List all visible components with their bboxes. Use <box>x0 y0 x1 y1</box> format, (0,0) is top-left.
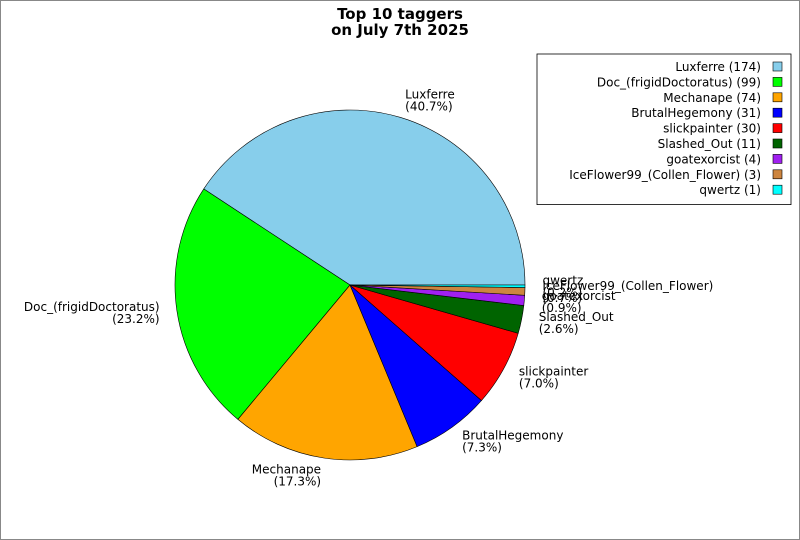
legend-swatch <box>772 77 783 87</box>
legend-label: slickpainter (30) <box>663 122 761 136</box>
legend-label: IceFlower99_(Collen_Flower) (3) <box>569 168 761 182</box>
slice-percent: (2.6%) <box>539 322 579 336</box>
slice-label: Doc_(frigidDoctoratus) <box>24 300 160 314</box>
legend-swatch <box>772 61 783 72</box>
slice-percent: (0.7%) <box>542 291 582 305</box>
chart-title: Top 10 taggers <box>337 5 463 23</box>
slice-percent: (0.2%) <box>542 285 582 299</box>
legend-label: Slashed_Out (11) <box>658 137 761 151</box>
slice-label: Luxferre <box>405 88 455 102</box>
legend-label: Doc_(frigidDoctoratus) (99) <box>597 75 761 89</box>
pie-slice <box>237 284 418 461</box>
pie-slice <box>349 284 526 288</box>
legend-swatch <box>772 138 783 149</box>
slice-label: slickpainter <box>519 364 588 378</box>
slice-label: Mechanape <box>252 462 321 476</box>
legend-box <box>536 53 792 206</box>
slice-label: goatexorcist <box>542 289 616 303</box>
legend-swatch <box>772 92 783 103</box>
pie-slice <box>174 188 351 420</box>
legend-label: BrutalHegemony (31) <box>631 106 761 120</box>
slice-percent: (0.9%) <box>542 301 582 315</box>
pie-slice <box>203 109 526 286</box>
legend-swatch <box>772 184 783 195</box>
slice-label: IceFlower99_(Collen_Flower) <box>542 279 713 293</box>
chart-title: on July 7th 2025 <box>331 21 469 39</box>
legend-label: qwertz (1) <box>699 183 761 197</box>
slice-label: Slashed_Out <box>539 310 614 324</box>
slice-label: BrutalHegemony <box>462 428 563 442</box>
legend-swatch <box>772 123 783 133</box>
legend-label: Mechanape (74) <box>663 91 761 105</box>
slice-percent: (17.3%) <box>274 474 321 488</box>
legend-label: goatexorcist (4) <box>666 152 761 166</box>
legend-swatch <box>772 154 783 164</box>
legend-swatch <box>772 107 783 118</box>
legend-swatch <box>772 169 783 180</box>
slice-percent: (23.2%) <box>112 312 159 326</box>
slice-percent: (40.7%) <box>405 100 452 114</box>
slice-label: qwertz <box>542 273 583 287</box>
slice-percent: (7.3%) <box>462 440 502 454</box>
slice-percent: (7.0%) <box>519 376 559 390</box>
legend-label: Luxferre (174) <box>675 60 761 74</box>
